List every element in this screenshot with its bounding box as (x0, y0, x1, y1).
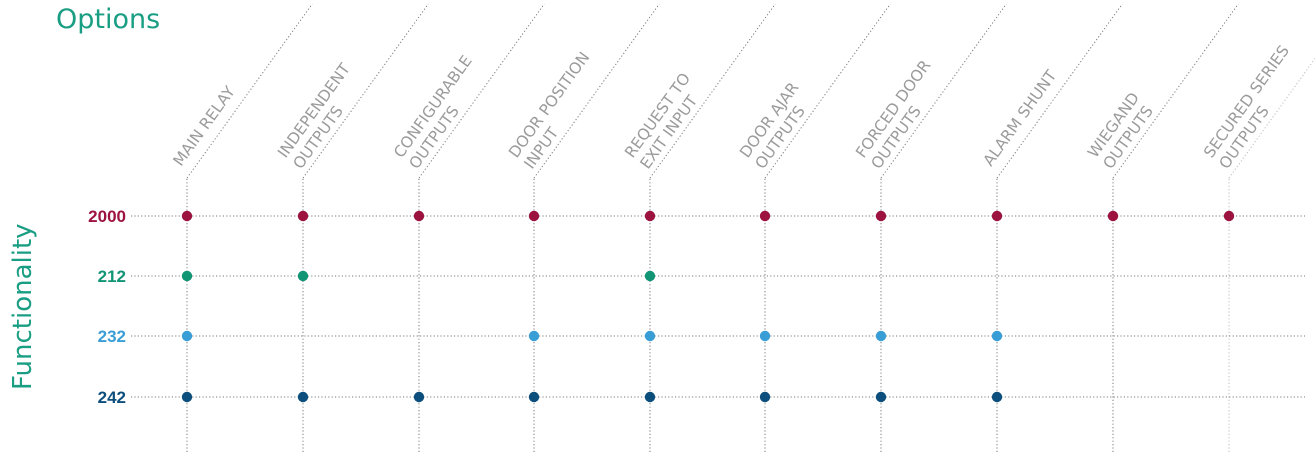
compatibility-dot (875, 330, 887, 342)
options-title: Options (56, 4, 161, 35)
grid-lines (131, 3, 1315, 452)
compatibility-dot (644, 391, 656, 403)
compatibility-dot (644, 210, 656, 222)
compatibility-dots (181, 210, 1235, 403)
row-label: 2000 (88, 207, 126, 226)
row-label: 212 (98, 267, 126, 286)
compatibility-dot (759, 330, 771, 342)
compatibility-dot (297, 391, 309, 403)
compatibility-dot (181, 210, 193, 222)
compatibility-dot (1223, 210, 1235, 222)
compatibility-dot (528, 210, 540, 222)
column-label: DOOR POSITIONINPUT (505, 49, 609, 173)
compatibility-dot (991, 210, 1003, 222)
compatibility-dot (759, 210, 771, 222)
column-label: FORCED DOOROUTPUTS (852, 57, 950, 173)
compatibility-dot (644, 270, 656, 282)
compatibility-dot (181, 391, 193, 403)
row-labels: 2000 212 232 242 (88, 207, 126, 407)
row-label: 232 (98, 327, 126, 346)
row-label: 242 (98, 388, 126, 407)
compatibility-dot (413, 391, 425, 403)
column-label: ALARM SHUNT (980, 67, 1061, 170)
column-label-line: ALARM SHUNT (980, 67, 1061, 170)
column-label-line: MAIN RELAY (170, 83, 240, 170)
compatibility-dot (297, 270, 309, 282)
column-label: MAIN RELAY (170, 83, 240, 170)
compatibility-dot (875, 391, 887, 403)
compatibility-dot (759, 391, 771, 403)
compatibility-dot (875, 210, 887, 222)
compatibility-dot (297, 210, 309, 222)
compatibility-dot (528, 391, 540, 403)
compatibility-dot (644, 330, 656, 342)
compatibility-dot (181, 330, 193, 342)
column-label: INDEPENDENTOUTPUTS (274, 60, 369, 172)
column-labels: MAIN RELAY INDEPENDENTOUTPUTS CONFIGURABLE… (170, 42, 1308, 173)
column-label: DOOR AJAROUTPUTS (736, 79, 818, 172)
column-label: CONFIGURABLEOUTPUTS (390, 52, 491, 172)
compatibility-dot (413, 210, 425, 222)
compatibility-dot (181, 270, 193, 282)
compatibility-dot (528, 330, 540, 342)
column-label: REQUEST TOEXIT INPUT (621, 70, 709, 173)
compatibility-dot (1107, 210, 1119, 222)
column-label: SECURED SERIESOUTPUTS (1200, 42, 1308, 172)
compatibility-dot (991, 330, 1003, 342)
compatibility-dot (991, 391, 1003, 403)
